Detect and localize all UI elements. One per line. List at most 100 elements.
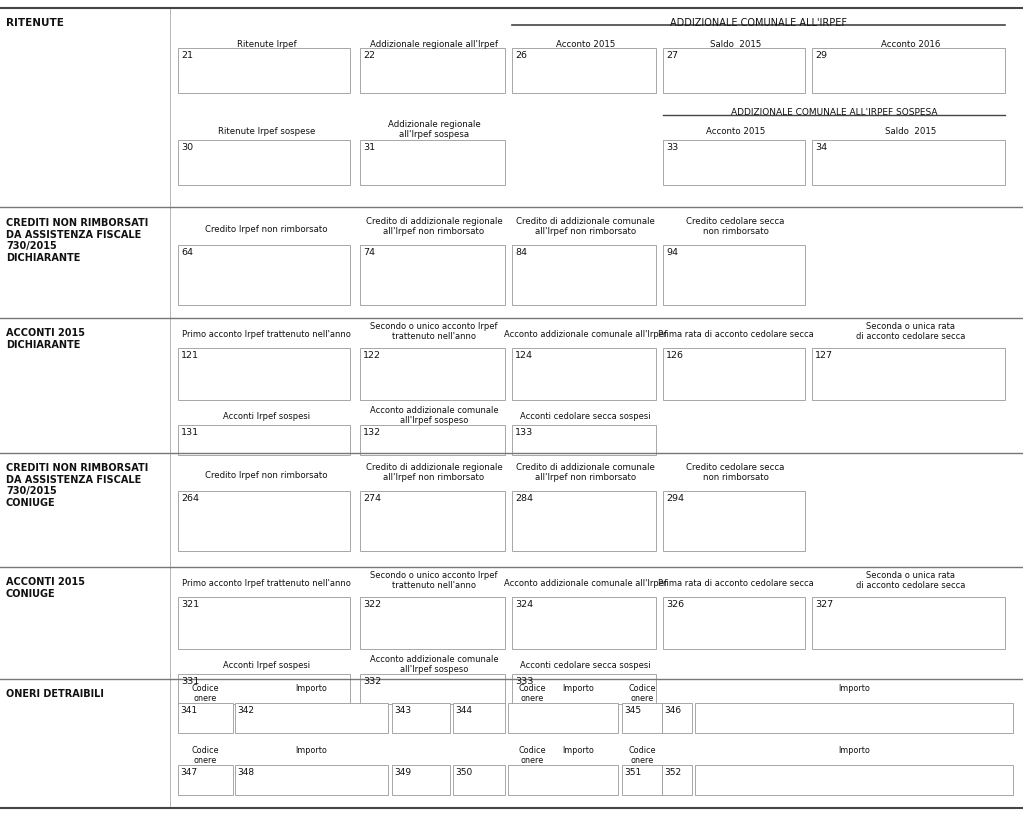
Bar: [360, 245, 505, 305]
Bar: [812, 348, 1005, 400]
Text: 327: 327: [815, 600, 833, 609]
Text: Acconto addizionale comunale all'Irpef: Acconto addizionale comunale all'Irpef: [504, 330, 667, 339]
Text: ACCONTI 2015
DICHIARANTE: ACCONTI 2015 DICHIARANTE: [6, 328, 85, 350]
Text: 29: 29: [815, 51, 827, 60]
Bar: [170, 318, 1023, 453]
Bar: [178, 425, 350, 455]
Text: Credito di addizionale comunale
all'Irpef non rimborsato: Credito di addizionale comunale all'Irpe…: [516, 217, 655, 236]
Text: 27: 27: [666, 51, 678, 60]
Text: RITENUTE: RITENUTE: [6, 18, 63, 28]
Bar: [178, 703, 233, 733]
Text: Codice
onere: Codice onere: [191, 684, 219, 703]
Bar: [392, 703, 450, 733]
Text: 274: 274: [363, 494, 381, 503]
Text: Primo acconto Irpef trattenuto nell'anno: Primo acconto Irpef trattenuto nell'anno: [182, 330, 351, 339]
Text: 345: 345: [624, 706, 641, 715]
Text: Prima rata di acconto cedolare secca: Prima rata di acconto cedolare secca: [658, 579, 813, 588]
Bar: [453, 765, 505, 795]
Text: CREDITI NON RIMBORSATI
DA ASSISTENZA FISCALE
730/2015
DICHIARANTE: CREDITI NON RIMBORSATI DA ASSISTENZA FIS…: [6, 218, 148, 262]
Bar: [662, 703, 692, 733]
Text: ADDIZIONALE COMUNALE ALL'IRPEF: ADDIZIONALE COMUNALE ALL'IRPEF: [670, 18, 847, 28]
Text: Credito cedolare secca
non rimborsato: Credito cedolare secca non rimborsato: [686, 217, 785, 236]
Text: Primo acconto Irpef trattenuto nell'anno: Primo acconto Irpef trattenuto nell'anno: [182, 579, 351, 588]
Text: Secondo o unico acconto Irpef
trattenuto nell'anno: Secondo o unico acconto Irpef trattenuto…: [370, 322, 498, 341]
Bar: [170, 207, 1023, 318]
Text: Credito di addizionale regionale
all'Irpef non rimborsato: Credito di addizionale regionale all'Irp…: [365, 463, 502, 482]
Text: Seconda o unica rata
di acconto cedolare secca: Seconda o unica rata di acconto cedolare…: [856, 571, 966, 590]
Text: 333: 333: [515, 677, 533, 686]
Text: Importo: Importo: [562, 746, 594, 755]
Text: 264: 264: [181, 494, 199, 503]
Text: 344: 344: [455, 706, 472, 715]
Text: 127: 127: [815, 351, 833, 360]
Bar: [178, 674, 350, 704]
Bar: [235, 703, 388, 733]
Bar: [0, 453, 170, 567]
Bar: [360, 48, 505, 93]
Text: Ritenute Irpef sospese: Ritenute Irpef sospese: [218, 127, 315, 136]
Bar: [170, 679, 1023, 808]
Bar: [235, 765, 388, 795]
Bar: [512, 245, 656, 305]
Text: Seconda o unica rata
di acconto cedolare secca: Seconda o unica rata di acconto cedolare…: [856, 322, 966, 341]
Text: Acconti Irpef sospesi: Acconti Irpef sospesi: [223, 412, 310, 421]
Text: 322: 322: [363, 600, 382, 609]
Bar: [663, 140, 805, 185]
Text: 74: 74: [363, 248, 375, 257]
Text: 131: 131: [181, 428, 199, 437]
Text: 326: 326: [666, 600, 684, 609]
Text: 34: 34: [815, 143, 828, 152]
Bar: [0, 207, 170, 318]
Bar: [392, 765, 450, 795]
Bar: [663, 245, 805, 305]
Bar: [178, 348, 350, 400]
Bar: [812, 140, 1005, 185]
Text: Importo: Importo: [838, 746, 870, 755]
Text: 343: 343: [394, 706, 411, 715]
Text: 126: 126: [666, 351, 684, 360]
Text: Acconti cedolare secca sospesi: Acconti cedolare secca sospesi: [520, 412, 651, 421]
Bar: [0, 567, 170, 679]
Bar: [0, 318, 170, 453]
Text: Acconto addizionale comunale
all'Irpef sospeso: Acconto addizionale comunale all'Irpef s…: [369, 655, 498, 674]
Bar: [170, 453, 1023, 567]
Bar: [0, 679, 170, 808]
Text: 347: 347: [180, 768, 197, 777]
Text: 122: 122: [363, 351, 381, 360]
Text: 352: 352: [664, 768, 681, 777]
Text: Importo: Importo: [296, 746, 327, 755]
Text: 351: 351: [624, 768, 641, 777]
Bar: [512, 48, 656, 93]
Text: 321: 321: [181, 600, 199, 609]
Text: Acconto 2015: Acconto 2015: [555, 40, 615, 49]
Text: 284: 284: [515, 494, 533, 503]
Bar: [360, 140, 505, 185]
Bar: [508, 703, 618, 733]
Text: CREDITI NON RIMBORSATI
DA ASSISTENZA FISCALE
730/2015
CONIUGE: CREDITI NON RIMBORSATI DA ASSISTENZA FIS…: [6, 463, 148, 508]
Text: Saldo  2015: Saldo 2015: [710, 40, 761, 49]
Text: ONERI DETRAIBILI: ONERI DETRAIBILI: [6, 689, 104, 699]
Text: Codice
onere: Codice onere: [191, 746, 219, 765]
Bar: [663, 491, 805, 551]
Bar: [178, 140, 350, 185]
Bar: [360, 348, 505, 400]
Text: 332: 332: [363, 677, 382, 686]
Bar: [178, 491, 350, 551]
Text: Codice
onere: Codice onere: [519, 684, 546, 703]
Bar: [512, 674, 656, 704]
Bar: [622, 765, 662, 795]
Text: 341: 341: [180, 706, 197, 715]
Bar: [360, 597, 505, 649]
Bar: [170, 567, 1023, 679]
Text: Acconto addizionale comunale all'Irpef: Acconto addizionale comunale all'Irpef: [504, 579, 667, 588]
Bar: [695, 703, 1013, 733]
Text: 294: 294: [666, 494, 684, 503]
Text: 124: 124: [515, 351, 533, 360]
Bar: [178, 245, 350, 305]
Bar: [812, 48, 1005, 93]
Text: Acconto 2016: Acconto 2016: [881, 40, 941, 49]
Text: Secondo o unico acconto Irpef
trattenuto nell'anno: Secondo o unico acconto Irpef trattenuto…: [370, 571, 498, 590]
Text: Prima rata di acconto cedolare secca: Prima rata di acconto cedolare secca: [658, 330, 813, 339]
Text: 349: 349: [394, 768, 411, 777]
Text: 22: 22: [363, 51, 375, 60]
